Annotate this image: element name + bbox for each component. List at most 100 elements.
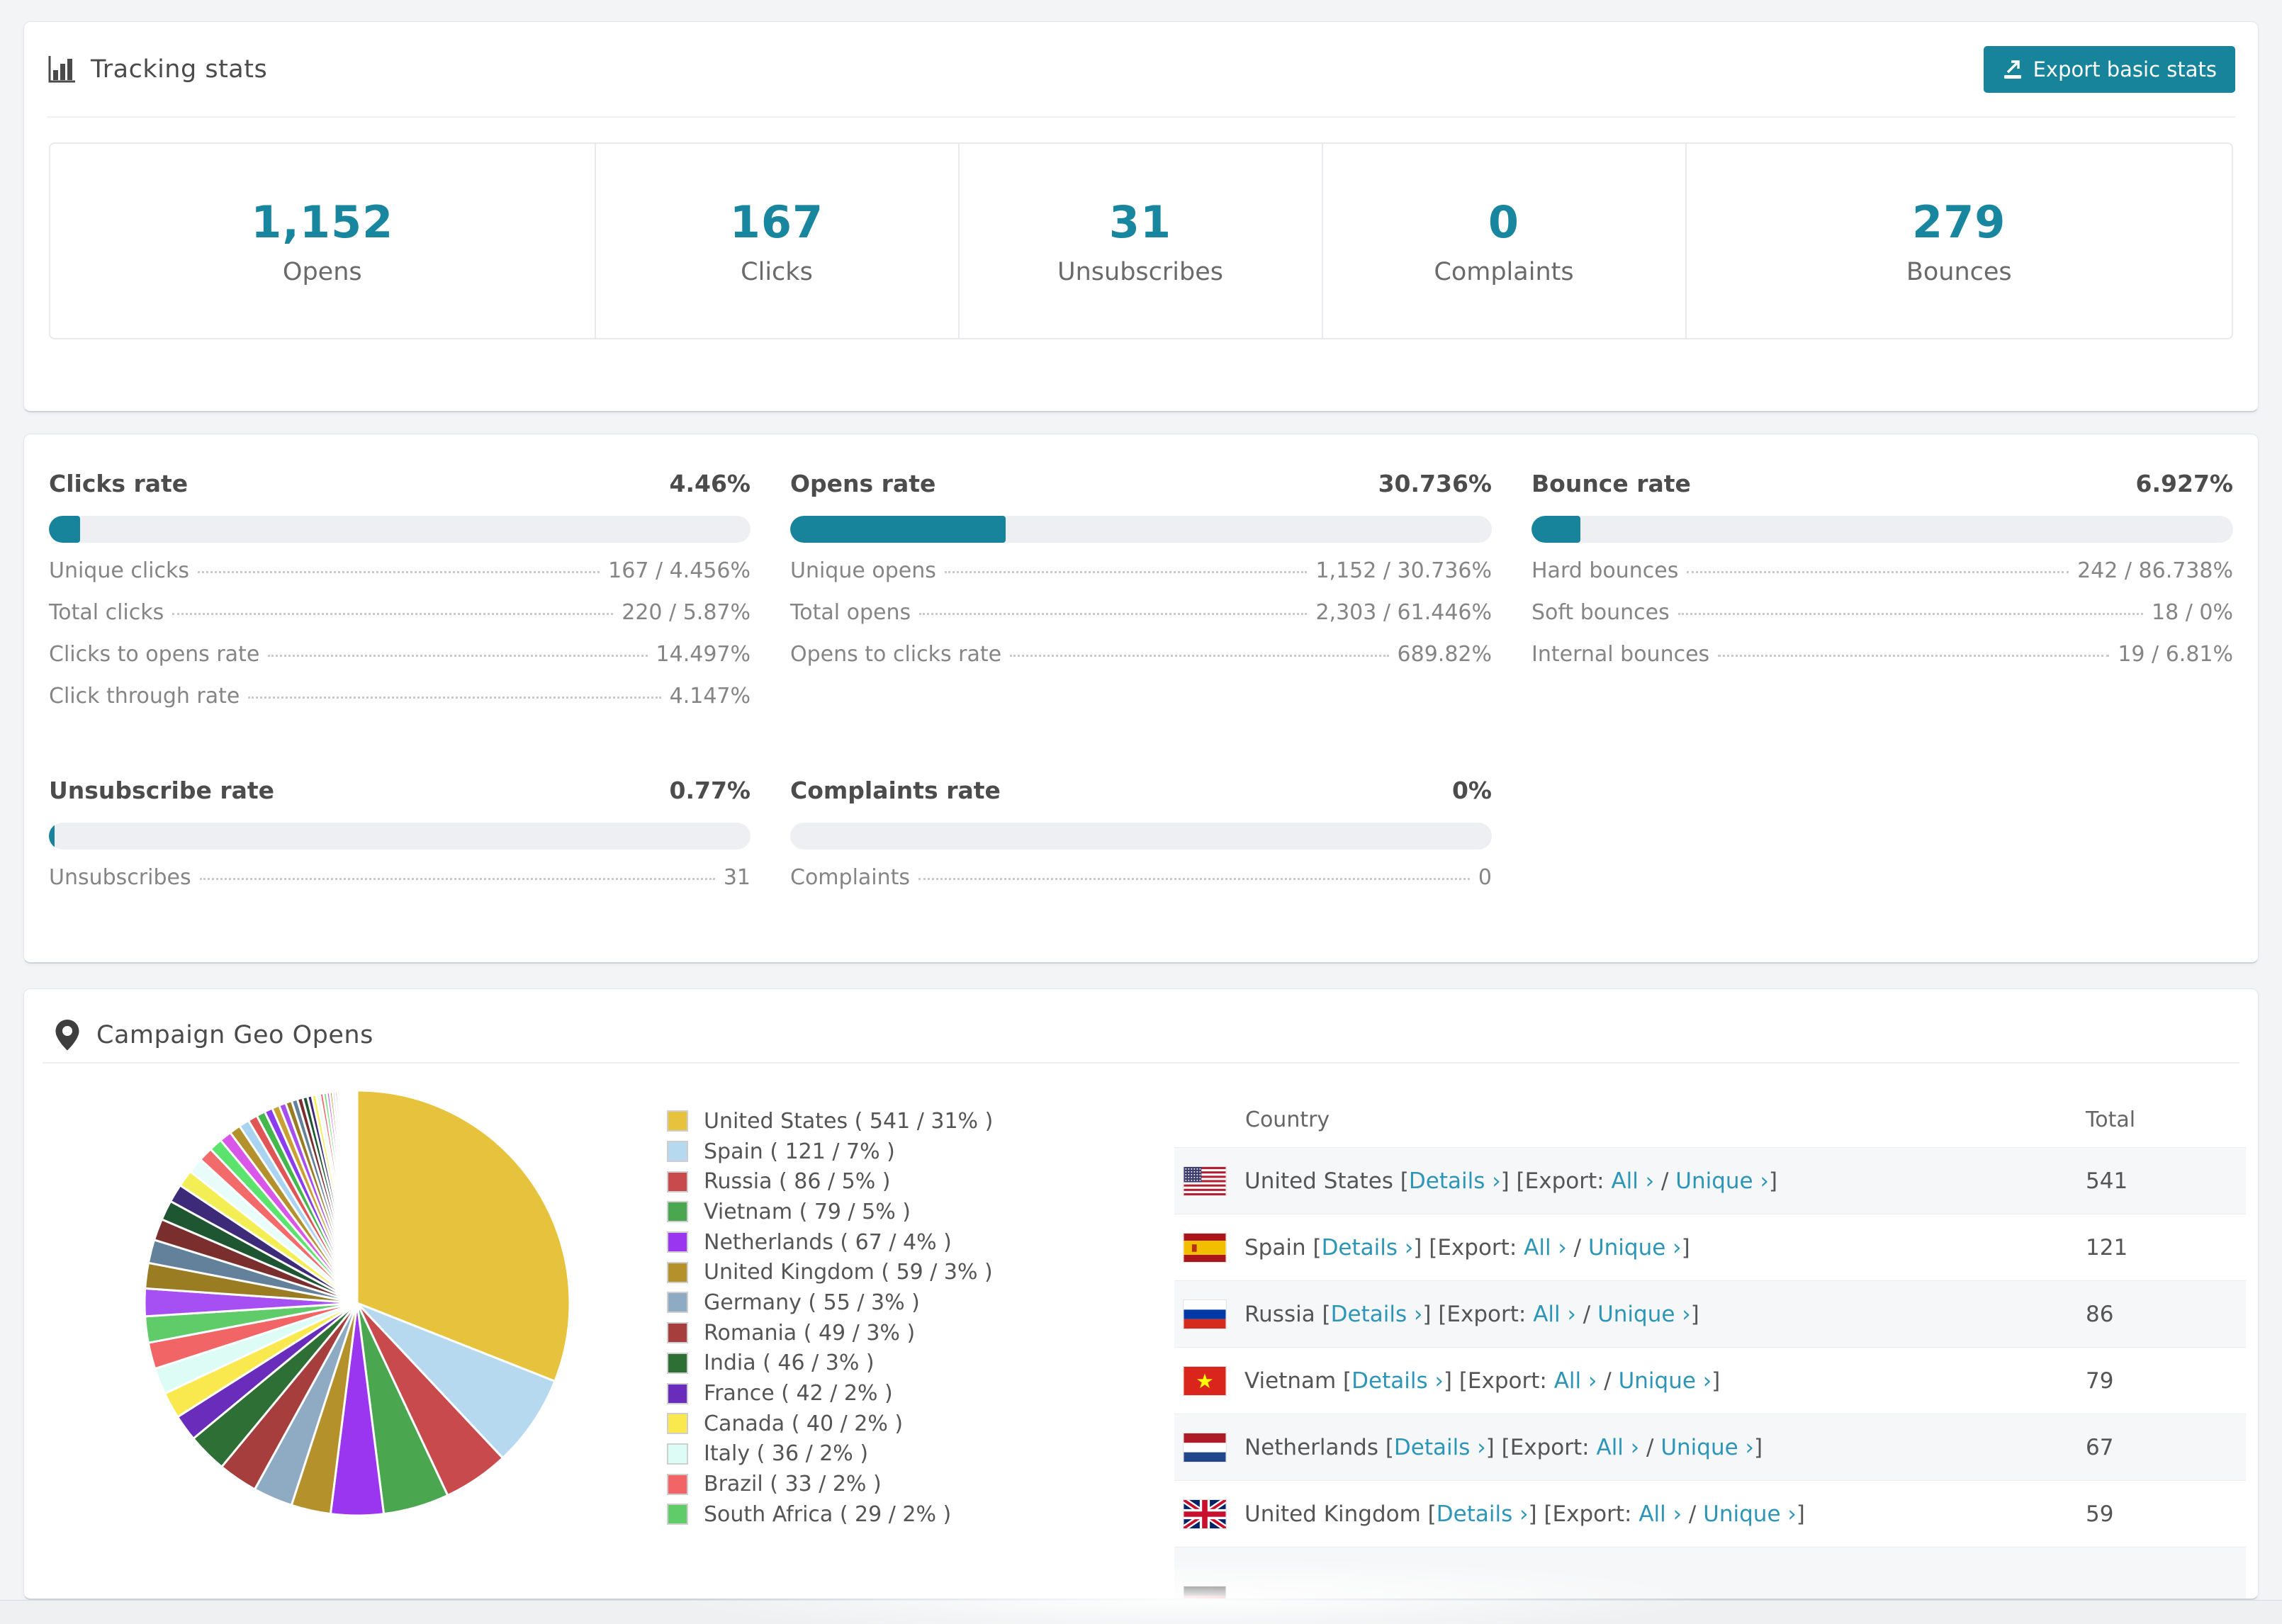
legend-label: Vietnam ( 79 / 5% ) — [704, 1199, 911, 1224]
progress-bar — [49, 516, 751, 543]
geo-pie-legend: United States ( 541 / 31% ) Spain ( 121 /… — [667, 1106, 993, 1530]
legend-label: France ( 42 / 2% ) — [704, 1381, 893, 1406]
legend-label: India ( 46 / 3% ) — [704, 1350, 875, 1376]
rate-rows: Unsubscribes 31 — [49, 865, 751, 907]
legend-swatch — [667, 1473, 688, 1495]
rate-row-value: 19 / 6.81% — [2118, 642, 2233, 667]
legend-label: Romania ( 49 / 3% ) — [704, 1320, 916, 1346]
details-link[interactable]: Details › — [1330, 1301, 1423, 1327]
rate-value: 0.77% — [669, 777, 751, 804]
legend-item: United Kingdom ( 59 / 3% ) — [667, 1257, 993, 1287]
country-cell: Russia [Details ›] [Export: All › / Uniq… — [1244, 1301, 1699, 1327]
total-cell: 121 — [2086, 1234, 2128, 1261]
rate-row-value: 1,152 / 30.736% — [1315, 558, 1492, 583]
summary-cell-bounces: 279 Bounces — [1687, 144, 2232, 338]
rate-row: Unsubscribes 31 — [49, 865, 751, 907]
dotted-leader — [268, 655, 648, 657]
progress-bar-fill — [1531, 516, 1580, 543]
summary-cell-clicks: 167 Clicks — [596, 144, 960, 338]
table-row — [1174, 1547, 2246, 1598]
dotted-leader — [1010, 655, 1389, 657]
legend-swatch — [667, 1352, 688, 1374]
legend-label: Spain ( 121 / 7% ) — [704, 1139, 895, 1164]
rate-rows: Unique clicks 167 / 4.456% Total clicks 220… — [49, 558, 751, 726]
geo-pie-chart[interactable] — [137, 1083, 577, 1523]
country-cell: Spain [Details ›] [Export: All › / Uniqu… — [1244, 1234, 1690, 1261]
rate-row-label: Unique clicks — [49, 558, 190, 583]
table-row-netherlands: Netherlands [Details ›] [Export: All › /… — [1174, 1414, 2246, 1480]
table-row-russia: Russia [Details ›] [Export: All › / Uniq… — [1174, 1280, 2246, 1347]
rate-value: 4.46% — [669, 470, 751, 497]
export-all-link[interactable]: All › — [1596, 1434, 1640, 1460]
rate-row: Internal bounces 19 / 6.81% — [1531, 642, 2233, 684]
legend-item: Vietnam ( 79 / 5% ) — [667, 1197, 993, 1227]
legend-swatch — [667, 1141, 688, 1163]
rate-row-value: 14.497% — [656, 642, 751, 667]
rate-rows: Unique opens 1,152 / 30.736% Total opens 2,… — [790, 558, 1492, 684]
rate-title: Bounce rate — [1531, 470, 1691, 497]
gb-flag-icon — [1183, 1499, 1227, 1529]
dotted-leader — [1687, 571, 2069, 573]
rate-block-clicks-rate: Clicks rate 4.46% Unique clicks 167 / 4.456… — [49, 470, 751, 726]
us-flag-icon — [1183, 1166, 1227, 1196]
export-unique-link[interactable]: Unique › — [1660, 1434, 1754, 1460]
rate-row: Complaints 0 — [790, 865, 1492, 907]
rate-row-value: 18 / 0% — [2152, 600, 2233, 625]
progress-bar-fill — [49, 823, 55, 850]
total-cell: 67 — [2086, 1434, 2114, 1460]
export-all-link[interactable]: All › — [1533, 1301, 1576, 1327]
summary-label: Unsubscribes — [1057, 257, 1223, 286]
ru-flag-icon — [1183, 1299, 1227, 1329]
column-header-total: Total — [2086, 1107, 2136, 1132]
rate-row-label: Click through rate — [49, 684, 240, 709]
details-link[interactable]: Details › — [1321, 1234, 1414, 1261]
summary-label: Opens — [282, 257, 362, 286]
export-all-link[interactable]: All › — [1553, 1368, 1597, 1394]
progress-bar — [790, 823, 1492, 850]
summary-value: 279 — [1912, 196, 2006, 248]
rate-block-complaints-rate: Complaints rate 0% Complaints 0 — [790, 777, 1492, 907]
export-all-link[interactable]: All › — [1611, 1168, 1655, 1194]
rate-value: 30.736% — [1378, 470, 1492, 497]
rate-row-label: Total opens — [790, 600, 911, 625]
summary-value: 1,152 — [251, 196, 394, 248]
export-unique-link[interactable]: Unique › — [1703, 1501, 1797, 1527]
details-link[interactable]: Details › — [1436, 1501, 1529, 1527]
export-unique-link[interactable]: Unique › — [1597, 1301, 1691, 1327]
export-basic-stats-button[interactable]: Export basic stats — [1983, 45, 2235, 93]
dotted-leader — [199, 878, 715, 880]
legend-swatch — [667, 1110, 688, 1132]
page-title: Tracking stats — [91, 55, 268, 84]
geo-table: Country Total United States [Details ›] … — [1174, 1092, 2246, 1598]
rate-head: Complaints rate 0% — [790, 777, 1492, 804]
summary-stats-box: 1,152 Opens 167 Clicks 31 Unsubscribes 0 Compla… — [49, 142, 2233, 339]
legend-swatch — [667, 1231, 688, 1253]
rate-value: 0% — [1451, 777, 1492, 804]
legend-swatch — [667, 1443, 688, 1465]
rate-row: Opens to clicks rate 689.82% — [790, 642, 1492, 684]
export-unique-link[interactable]: Unique › — [1587, 1234, 1682, 1261]
details-link[interactable]: Details › — [1393, 1434, 1486, 1460]
rate-row: Hard bounces 242 / 86.738% — [1531, 558, 2233, 600]
rate-row-value: 242 / 86.738% — [2077, 558, 2233, 583]
progress-bar — [1531, 516, 2233, 543]
rate-row-label: Opens to clicks rate — [790, 642, 1002, 667]
export-unique-link[interactable]: Unique › — [1618, 1368, 1712, 1394]
rate-row-value: 220 / 5.87% — [622, 600, 751, 625]
details-link[interactable]: Details › — [1408, 1168, 1501, 1194]
export-unique-link[interactable]: Unique › — [1675, 1168, 1769, 1194]
nl-flag-icon — [1183, 1432, 1227, 1462]
rate-row-value: 689.82% — [1397, 642, 1492, 667]
details-link[interactable]: Details › — [1351, 1368, 1444, 1394]
export-all-link[interactable]: All › — [1639, 1501, 1682, 1527]
tracking-stats-header: Tracking stats Export basic stats — [47, 22, 2235, 118]
legend-item: United States ( 541 / 31% ) — [667, 1106, 993, 1137]
rates-card: Clicks rate 4.46% Unique clicks 167 / 4.456… — [23, 434, 2259, 964]
rate-row-value: 0 — [1478, 865, 1492, 890]
rate-row-label: Unsubscribes — [49, 865, 191, 890]
export-all-link[interactable]: All › — [1524, 1234, 1567, 1261]
geo-table-header: Country Total — [1174, 1092, 2246, 1147]
summary-cell-opens: 1,152 Opens — [50, 144, 596, 338]
progress-bar-fill — [49, 516, 81, 543]
summary-label: Complaints — [1434, 257, 1574, 286]
